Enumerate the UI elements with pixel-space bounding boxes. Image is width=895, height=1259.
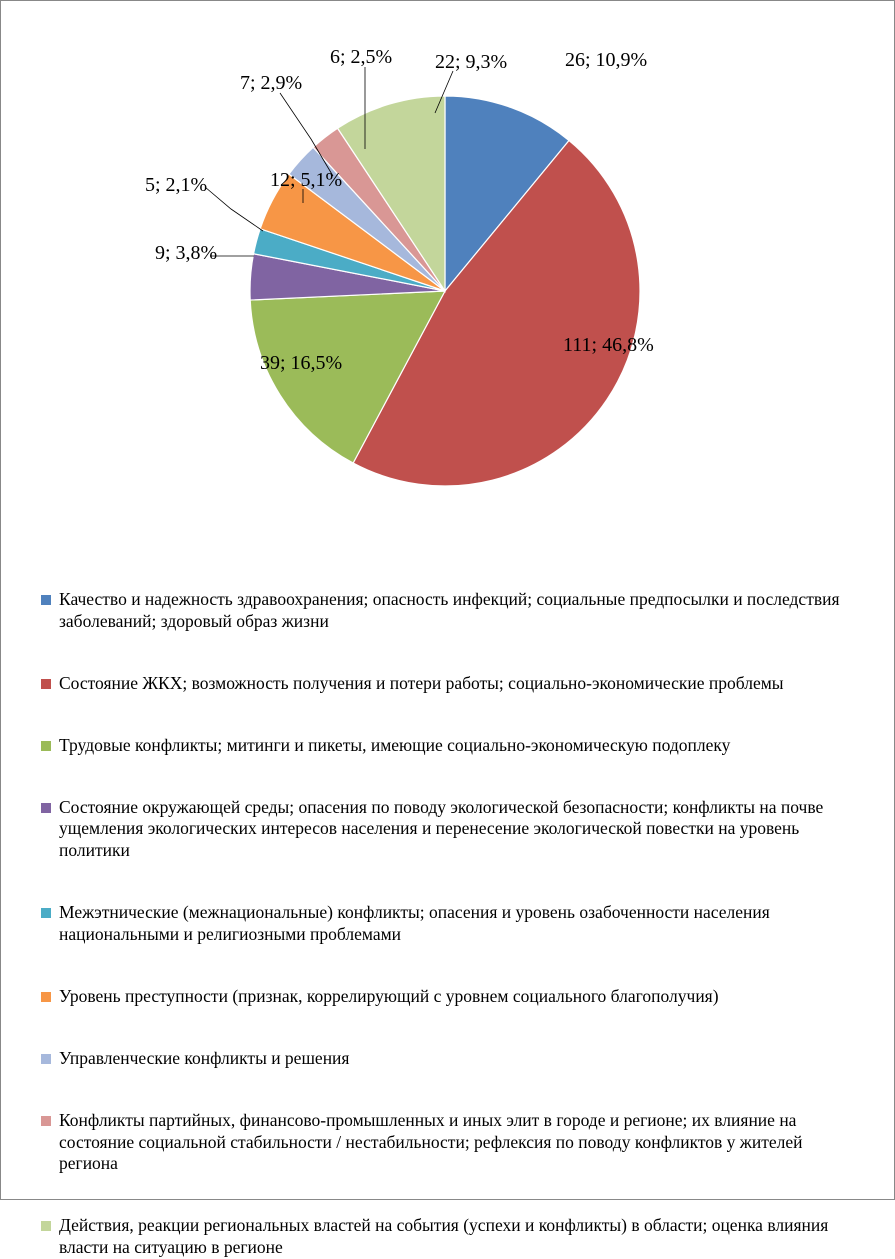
legend-text: Конфликты партийных, финансово-промышлен… — [59, 1110, 849, 1176]
legend-item: Состояние ЖКХ; возможность получения и п… — [41, 673, 854, 695]
legend-swatch — [41, 1054, 51, 1064]
legend-text: Уровень преступности (признак, коррелиру… — [59, 986, 719, 1008]
legend-item: Межэтнические (межнациональные) конфликт… — [41, 902, 854, 946]
pie-chart: 26; 10,9% 111; 46,8% 39; 16,5% 9; 3,8% 5; 2,… — [35, 31, 860, 531]
legend-text: Качество и надежность здравоохранения; о… — [59, 589, 849, 633]
legend-item: Состояние окружающей среды; опасения по … — [41, 797, 854, 863]
legend-text: Межэтнические (межнациональные) конфликт… — [59, 902, 849, 946]
legend-swatch — [41, 1116, 51, 1126]
legend-swatch — [41, 1221, 51, 1231]
legend-item: Трудовые конфликты; митинги и пикеты, им… — [41, 735, 854, 757]
legend-swatch — [41, 908, 51, 918]
legend-text: Трудовые конфликты; митинги и пикеты, им… — [59, 735, 730, 757]
leader-line — [205, 187, 263, 231]
legend-text: Управленческие конфликты и решения — [59, 1048, 349, 1070]
legend-text: Состояние ЖКХ; возможность получения и п… — [59, 673, 784, 695]
legend-item: Конфликты партийных, финансово-промышлен… — [41, 1110, 854, 1176]
slice-label: 12; 5,1% — [270, 169, 342, 191]
slice-label: 39; 16,5% — [260, 352, 342, 374]
legend-swatch — [41, 679, 51, 689]
slice-label: 26; 10,9% — [565, 49, 647, 71]
slice-label: 111; 46,8% — [563, 334, 654, 356]
legend-item: Действия, реакции региональных властей н… — [41, 1215, 854, 1259]
legend-item: Управленческие конфликты и решения — [41, 1048, 854, 1070]
legend-swatch — [41, 992, 51, 1002]
legend: Качество и надежность здравоохранения; о… — [35, 589, 860, 1259]
legend-text: Действия, реакции региональных властей н… — [59, 1215, 849, 1259]
slice-label: 7; 2,9% — [240, 72, 302, 94]
legend-text: Состояние окружающей среды; опасения по … — [59, 797, 849, 863]
legend-swatch — [41, 803, 51, 813]
slice-label: 5; 2,1% — [145, 174, 207, 196]
legend-swatch — [41, 741, 51, 751]
chart-frame: 26; 10,9% 111; 46,8% 39; 16,5% 9; 3,8% 5; 2,… — [0, 0, 895, 1200]
slice-label: 22; 9,3% — [435, 51, 507, 73]
slice-label: 9; 3,8% — [155, 242, 217, 264]
slice-label: 6; 2,5% — [330, 46, 392, 68]
legend-swatch — [41, 595, 51, 605]
legend-item: Уровень преступности (признак, коррелиру… — [41, 986, 854, 1008]
pie-svg: 26; 10,9% 111; 46,8% 39; 16,5% 9; 3,8% 5; 2,… — [35, 31, 862, 531]
legend-item: Качество и надежность здравоохранения; о… — [41, 589, 854, 633]
